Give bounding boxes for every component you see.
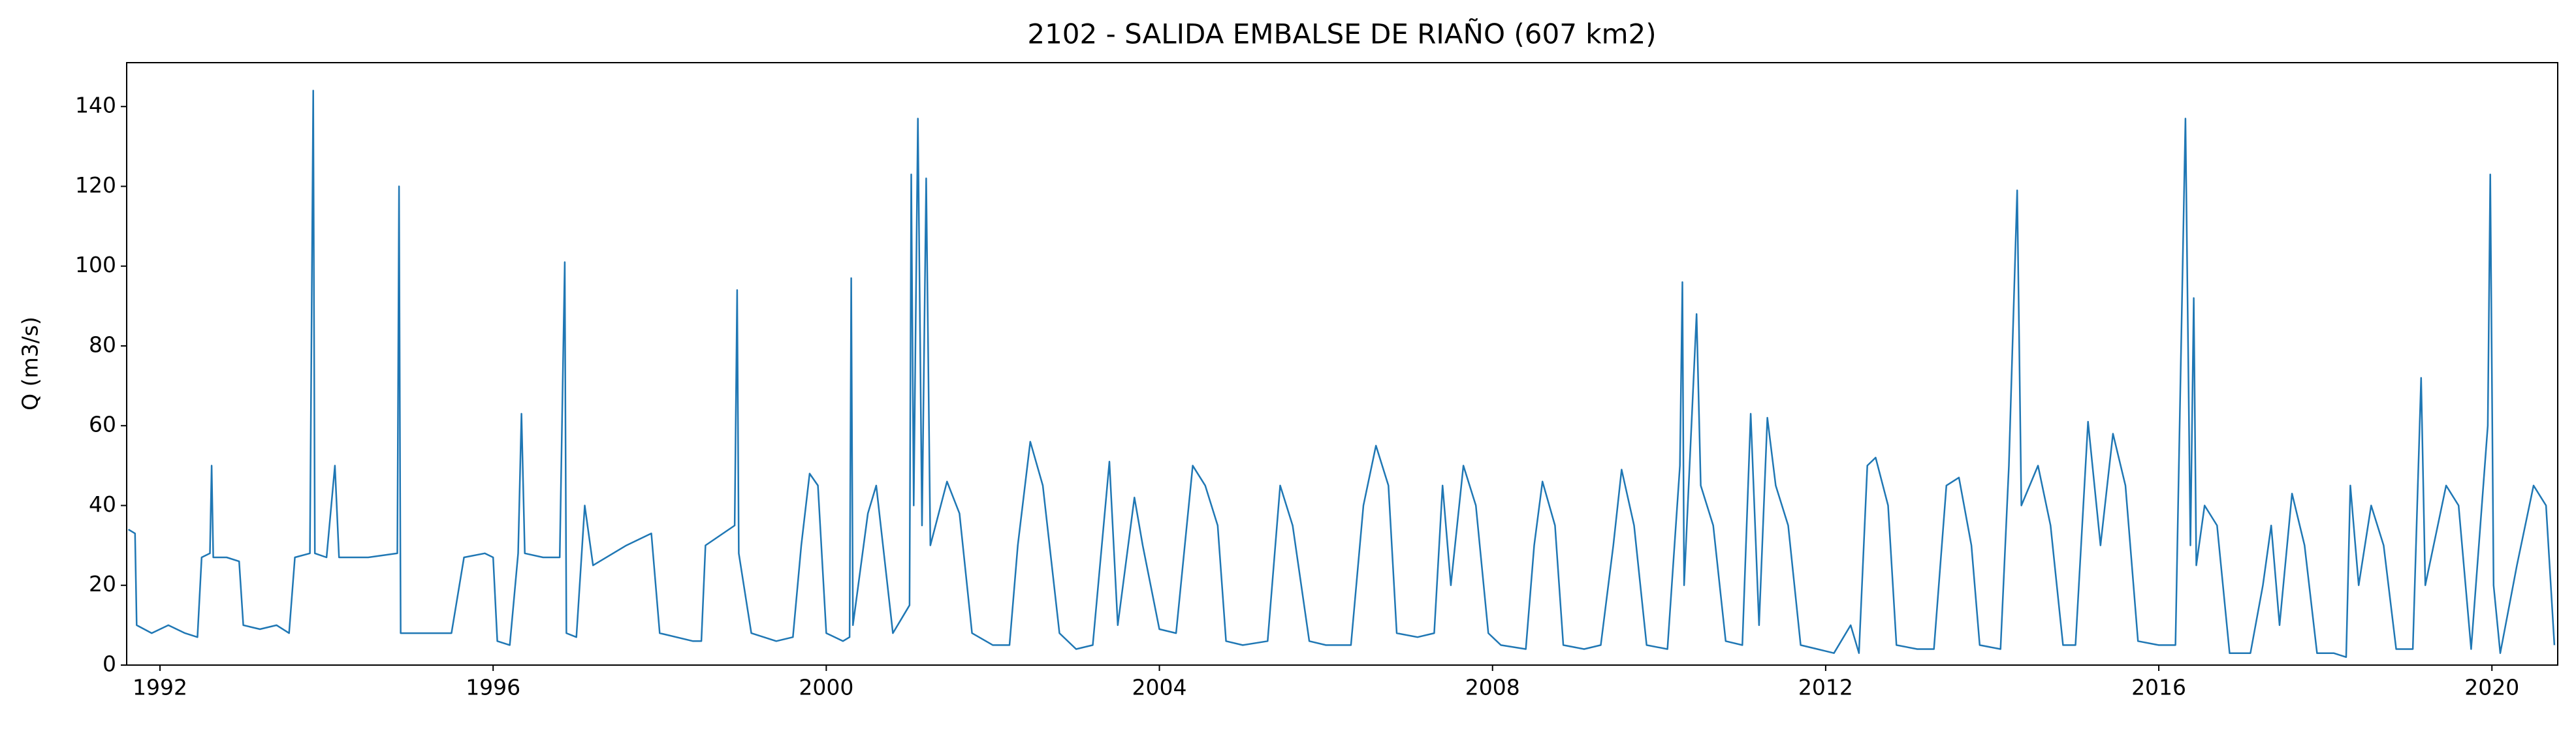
y-axis-label: Q (m3/s) <box>18 317 43 411</box>
data-line <box>127 89 2556 659</box>
x-tick-label: 2020 <box>2464 675 2519 700</box>
y-tick-label: 40 <box>89 491 116 517</box>
x-tick-label: 2012 <box>1798 675 1853 700</box>
x-tick-label: 2008 <box>1465 675 1520 700</box>
y-tick-label: 20 <box>89 571 116 597</box>
y-tick-label: 120 <box>75 172 116 198</box>
plot-frame <box>126 62 2558 666</box>
y-tick-label: 80 <box>89 332 116 357</box>
x-tick-label: 2004 <box>1132 675 1187 700</box>
y-tick-label: 60 <box>89 412 116 437</box>
x-tick-label: 1996 <box>466 675 520 700</box>
x-tick-label: 2000 <box>799 675 853 700</box>
x-tick-label: 2016 <box>2131 675 2186 700</box>
y-tick-label: 100 <box>75 252 116 277</box>
x-tick-label: 1992 <box>133 675 187 700</box>
chart-title: 2102 - SALIDA EMBALSE DE RIAÑO (607 km2) <box>1027 18 1656 50</box>
y-tick-label: 0 <box>103 651 116 677</box>
y-tick-label: 140 <box>75 93 116 118</box>
